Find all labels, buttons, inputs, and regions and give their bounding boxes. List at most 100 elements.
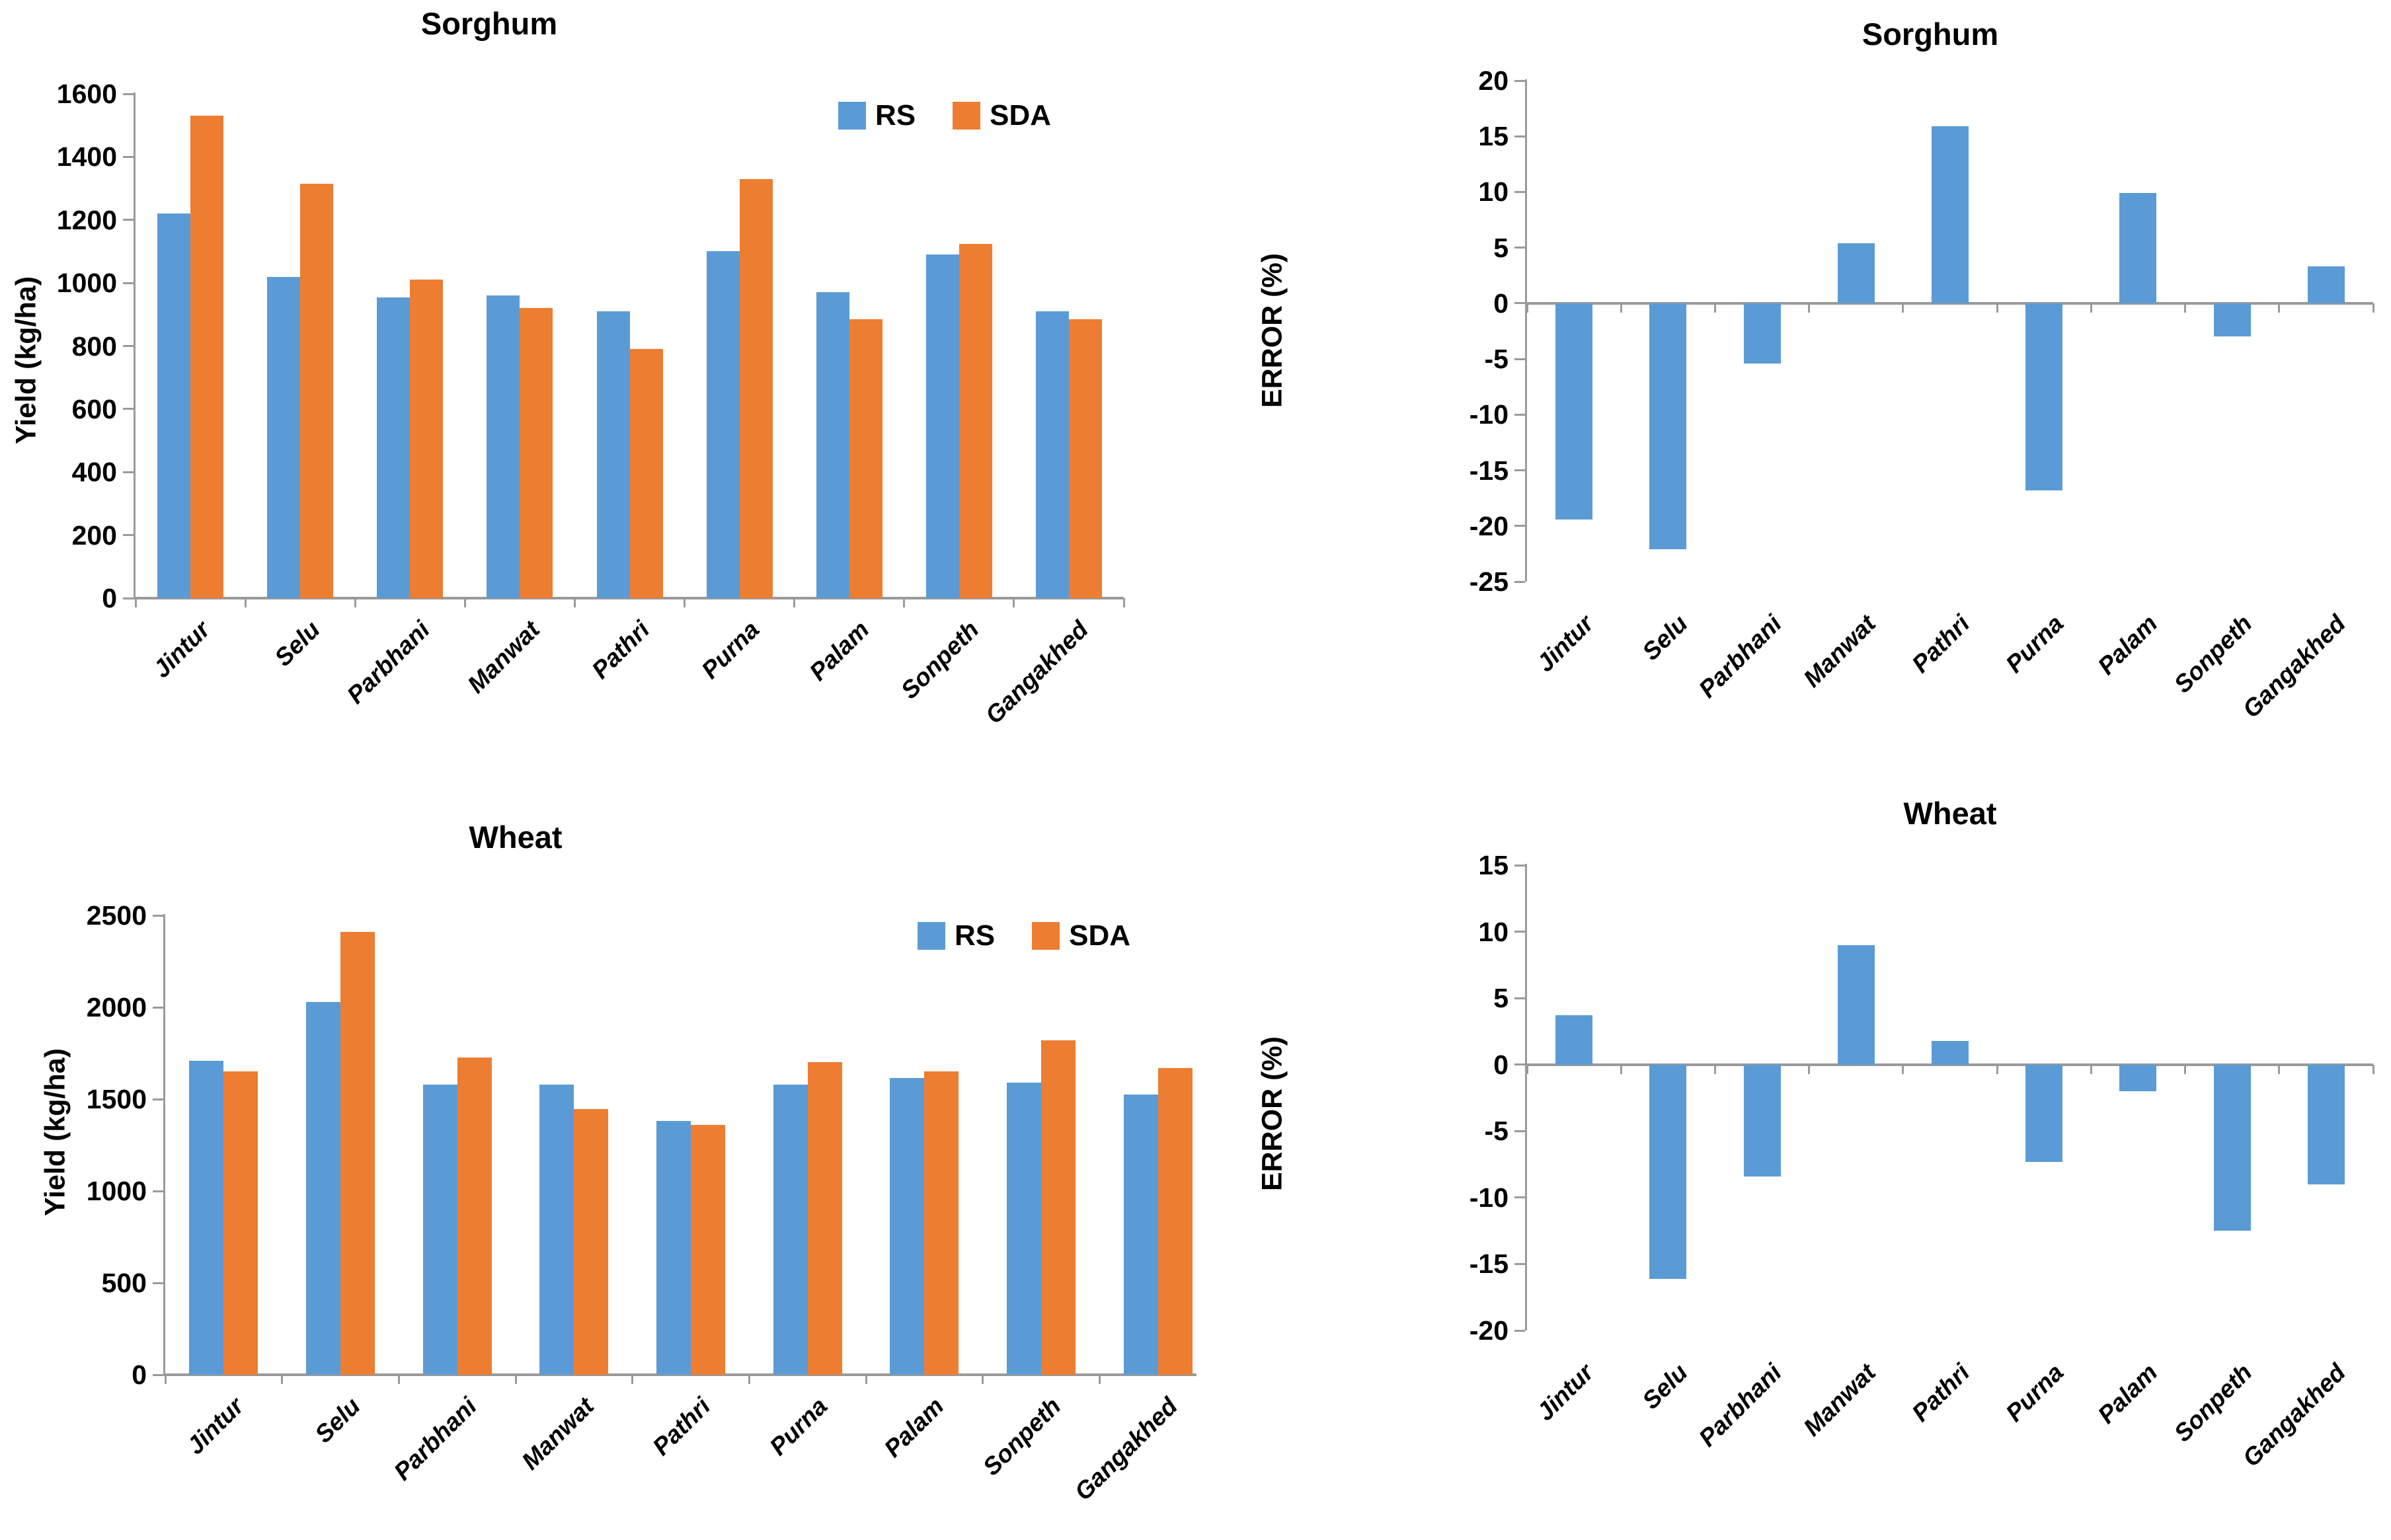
- y-tick-label: -5: [1484, 344, 1509, 375]
- x-tick: [397, 1375, 400, 1384]
- y-tick-label: -15: [1469, 1249, 1509, 1280]
- y-tick-label: 1000: [86, 1176, 147, 1206]
- bar-rs-parbhani: [377, 297, 411, 598]
- legend-swatch-sda: [953, 102, 981, 130]
- y-tick-label: 200: [71, 520, 117, 551]
- y-axis-title: ERROR (%): [1256, 252, 1288, 408]
- chart-title: Sorghum: [1862, 17, 1999, 52]
- x-tick: [1620, 1064, 1622, 1074]
- chart-title: Wheat: [469, 820, 563, 855]
- y-tick: [123, 155, 134, 158]
- x-category-label: Jintur: [1532, 1358, 1599, 1426]
- bar-sda-selu: [340, 932, 375, 1375]
- x-category-label: Purna: [696, 615, 765, 684]
- y-tick: [1514, 864, 1525, 866]
- y-tick: [1514, 580, 1525, 583]
- x-tick: [748, 1375, 750, 1384]
- bar-error-selu: [1649, 303, 1687, 550]
- bar-rs-selu: [306, 1001, 340, 1375]
- x-category-label: Parbhani: [1694, 1358, 1787, 1452]
- x-tick: [2278, 303, 2281, 313]
- y-tick: [1514, 525, 1525, 527]
- y-tick-label: -5: [1484, 1116, 1509, 1147]
- x-category-label: Sonpeth: [2168, 609, 2257, 699]
- bar-error-gangakhed: [2307, 1064, 2345, 1184]
- x-tick: [1902, 303, 1904, 313]
- bar-rs-pathri: [656, 1121, 691, 1375]
- x-category-label: Jintur: [1532, 609, 1599, 677]
- y-tick: [153, 1098, 163, 1100]
- x-tick: [903, 598, 906, 607]
- sorghum-yield-chart: Sorghum Yield (kg/ha) RS SDA 1600 1400 120…: [0, 0, 1195, 770]
- x-category-label: Jintur: [147, 615, 216, 683]
- bar-sda-selu: [300, 183, 334, 598]
- legend-label-sda: SDA: [1069, 919, 1131, 952]
- y-tick-label: 600: [71, 393, 117, 424]
- bar-rs-purna: [773, 1084, 808, 1375]
- sorghum-error-chart: Sorghum ERROR (%) 20 15 10 5 0 -5 -10 -15 -20 -25…: [1196, 0, 2391, 770]
- bar-error-jintur: [1555, 1015, 1593, 1065]
- bar-sda-parbhani: [410, 280, 444, 598]
- y-tick: [1514, 413, 1525, 416]
- y-tick: [1514, 190, 1525, 193]
- bar-rs-parbhani: [422, 1084, 457, 1375]
- bar-error-gangakhed: [2307, 266, 2345, 303]
- y-tick-label: 1400: [56, 141, 117, 173]
- bar-error-manwat: [1837, 944, 1875, 1065]
- bar-error-parbhani: [1743, 1064, 1781, 1176]
- plot-area: 20 15 10 5 0 -5 -10 -15 -20 -25 Jintur Selu Parbhani…: [1470, 65, 2374, 723]
- y-tick: [1514, 469, 1525, 472]
- x-tick: [1098, 1375, 1101, 1384]
- y-tick: [1514, 358, 1525, 360]
- legend-label-sda: SDA: [990, 99, 1052, 132]
- bar-error-manwat: [1837, 243, 1875, 303]
- x-tick: [1013, 598, 1015, 607]
- legend-label-rs: RS: [875, 99, 916, 132]
- bar-sda-sonpeth: [959, 243, 992, 598]
- x-tick: [2090, 1064, 2092, 1074]
- y-axis-line: [163, 914, 165, 1375]
- x-category-label: Pathri: [1906, 609, 1975, 678]
- x-category-label: Purna: [2000, 609, 2069, 678]
- x-category-label: Pathri: [647, 1392, 716, 1461]
- bar-error-sonpeth: [2213, 1064, 2251, 1231]
- x-category-label: Pathri: [586, 615, 655, 684]
- bar-error-jintur: [1555, 303, 1593, 520]
- y-tick: [153, 1373, 163, 1376]
- x-category-label: Palam: [879, 1392, 949, 1463]
- bar-rs-gangakhed: [1035, 311, 1069, 598]
- x-tick: [281, 1375, 284, 1384]
- x-tick: [1526, 1064, 1528, 1074]
- x-category-label: Gangakhed: [1069, 1392, 1183, 1506]
- y-tick-label: -25: [1469, 566, 1509, 597]
- bar-sda-purna: [807, 1062, 842, 1375]
- bar-rs-sonpeth: [925, 254, 959, 598]
- x-tick: [2278, 1064, 2281, 1074]
- bar-rs-manwat: [539, 1084, 574, 1375]
- x-tick: [573, 598, 576, 607]
- x-category-label: Sonpeth: [2168, 1358, 2257, 1447]
- x-tick: [865, 1375, 867, 1384]
- y-tick-label: 500: [101, 1268, 147, 1298]
- y-tick-label: 400: [71, 457, 117, 488]
- y-tick: [153, 1282, 163, 1284]
- bar-error-purna: [2025, 303, 2063, 490]
- x-category-label: Palam: [804, 615, 875, 686]
- bar-sda-gangakhed: [1157, 1067, 1193, 1375]
- y-tick-label: 1200: [56, 204, 117, 235]
- bar-sda-parbhani: [457, 1058, 492, 1375]
- y-tick-label: -20: [1469, 1315, 1509, 1346]
- y-tick: [1514, 1262, 1525, 1265]
- y-tick-label: 10: [1478, 916, 1509, 947]
- x-tick: [2184, 1064, 2187, 1074]
- legend-swatch-rs: [838, 102, 866, 130]
- x-category-label: Parbhani: [389, 1392, 483, 1486]
- x-category-label: Palam: [2092, 1358, 2164, 1429]
- zero-axis-line: [1525, 1063, 2373, 1066]
- y-tick: [1514, 931, 1525, 933]
- y-tick-label: 1600: [56, 79, 117, 109]
- bar-rs-selu: [267, 276, 301, 598]
- x-tick: [793, 598, 796, 607]
- x-category-label: Purna: [2000, 1358, 2069, 1427]
- y-tick-label: -10: [1469, 1182, 1509, 1213]
